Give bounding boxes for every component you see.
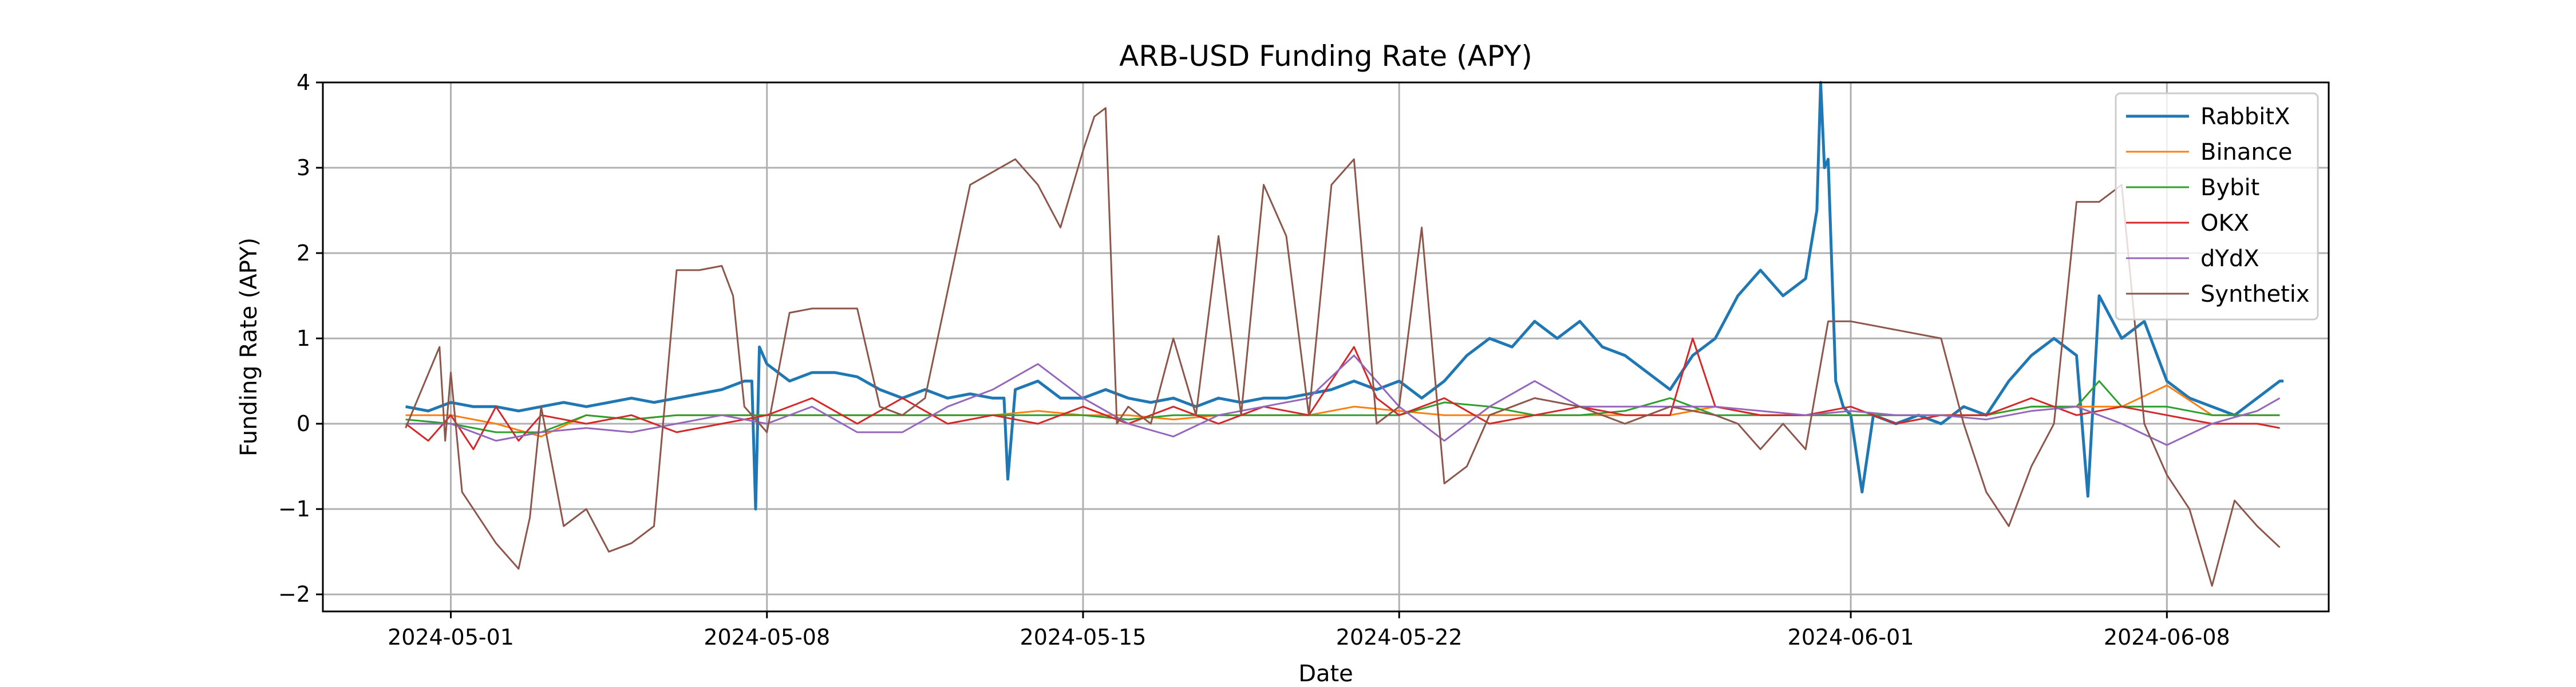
y-axis-label: Funding Rate (APY)	[236, 238, 262, 456]
legend-label-rabbitx: RabbitX	[2200, 104, 2290, 130]
x-tick-label: 2024-06-08	[2104, 625, 2230, 650]
series-lines	[405, 81, 2284, 587]
chart-title: ARB-USD Funding Rate (APY)	[1119, 40, 1532, 73]
y-tick-label: 1	[297, 326, 310, 351]
x-tick-label: 2024-05-08	[704, 625, 830, 650]
legend: RabbitX Binance Bybit OKX dYdX Synthetix	[2115, 92, 2319, 321]
x-tick-label: 2024-05-01	[388, 625, 514, 650]
y-tick-label: −2	[278, 582, 310, 607]
legend-label-bybit: Bybit	[2200, 175, 2259, 201]
axis-ticks: 2024-05-01 2024-05-08 2024-05-15 2024-05-22…	[278, 70, 2230, 650]
y-tick-label: 3	[297, 155, 310, 180]
legend-box	[2115, 92, 2319, 321]
plot-frame	[322, 81, 2330, 613]
x-axis-label: Date	[1298, 661, 1353, 687]
gridlines	[323, 81, 2329, 611]
series-line-rabbitx	[405, 81, 2284, 511]
y-tick-label: 4	[297, 70, 310, 95]
x-tick-label: 2024-05-22	[1336, 625, 1463, 650]
x-tick-label: 2024-05-15	[1020, 625, 1147, 650]
y-tick-label: 2	[297, 240, 310, 266]
y-tick-label: 0	[297, 411, 310, 436]
series-line-synthetix	[405, 107, 2281, 587]
legend-label-synthetix: Synthetix	[2200, 281, 2310, 307]
legend-label-okx: OKX	[2200, 210, 2249, 236]
x-tick-label: 2024-06-01	[1788, 625, 1914, 650]
legend-label-dydx: dYdX	[2200, 246, 2259, 272]
y-tick-label: −1	[278, 496, 310, 522]
legend-label-binance: Binance	[2200, 139, 2292, 165]
series-line-dydx	[405, 354, 2281, 446]
